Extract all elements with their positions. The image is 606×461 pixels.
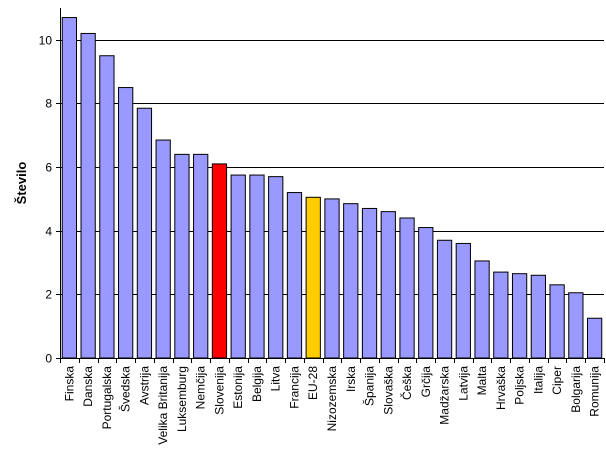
bar-švedska <box>118 87 134 359</box>
bar-belgija <box>249 174 265 359</box>
bar-irska <box>343 203 359 359</box>
x-tick-label-romunija: Romunija <box>588 366 602 417</box>
x-tick-label-grčija: Grčija <box>419 366 433 398</box>
bar-slovenija <box>211 163 228 359</box>
axes <box>56 8 605 363</box>
x-tick-label-velika-britanija: Velika Britanija <box>156 366 170 445</box>
bar-bolgarija <box>568 292 584 359</box>
x-tick-label-finska: Finska <box>62 366 76 402</box>
bar-slovaška <box>380 211 396 359</box>
x-tick-label-avstrija: Avstrija <box>137 366 151 405</box>
x-tick-label-poljska: Poljska <box>513 366 527 405</box>
y-tick-label-2: 2 <box>45 288 52 302</box>
x-tick-label-španija: Španija <box>362 366 377 406</box>
x-tick-label-bolgarija: Bolgarija <box>569 366 583 413</box>
x-tick-label-nizozemska: Nizozemska <box>325 366 339 432</box>
x-tick-label-luksemburg: Luksemburg <box>175 366 189 432</box>
y-axis-title: Število <box>14 162 29 205</box>
bar-portugalska <box>99 55 115 359</box>
x-tick-label-francija: Francija <box>287 366 301 409</box>
x-tick-label-hrvaška: Hrvaška <box>494 366 508 410</box>
bar-avstrija <box>136 107 153 359</box>
bar-hrvaška <box>493 271 509 359</box>
y-tick-label-8: 8 <box>45 97 52 111</box>
bar-estonija <box>230 174 246 359</box>
bar-češka <box>399 217 415 359</box>
x-tick-label-danska: Danska <box>81 366 95 407</box>
y-tick-label-6: 6 <box>45 161 52 175</box>
x-tick-label-nemčija: Nemčija <box>194 366 208 410</box>
x-tick-label-litva: Litva <box>269 366 283 392</box>
x-tick-label-ciper: Ciper <box>550 366 564 395</box>
x-tick-label-belgija: Belgija <box>250 366 264 402</box>
x-tick-label-slovaška: Slovaška <box>381 366 395 415</box>
bar-španija <box>361 207 378 359</box>
x-tick-label-madžarska: Madžarska <box>438 366 452 425</box>
y-tick-labels: 0 2 4 6 8 10 <box>39 34 53 366</box>
bar-ciper <box>549 284 565 359</box>
x-tick-label-latvija: Latvija <box>456 366 470 401</box>
x-tick-label-eu-28: EU-28 <box>306 366 320 400</box>
bar-romunija <box>586 317 603 359</box>
bar-finska <box>61 17 78 359</box>
y-tick-label-0: 0 <box>45 352 52 366</box>
x-tick-label-italija: Italija <box>531 366 545 394</box>
bar-eu-28 <box>305 196 321 359</box>
bar-madžarska <box>436 239 453 359</box>
bar-luksemburg <box>174 153 190 359</box>
bar-nizozemska <box>324 198 340 359</box>
x-tick-label-portugalska: Portugalska <box>100 366 114 430</box>
bar-italija <box>530 274 546 359</box>
bar-danska <box>80 32 96 359</box>
y-tick-label-10: 10 <box>39 34 53 48</box>
x-tick-label-češka: Češka <box>399 366 414 400</box>
x-tick-label-malta: Malta <box>475 366 489 396</box>
bar-poljska <box>511 273 528 359</box>
x-tick-label-slovenija: Slovenija <box>212 366 226 415</box>
bars <box>61 17 603 359</box>
bar-latvija <box>455 242 471 359</box>
x-tick-label-švedska: Švedska <box>118 366 133 412</box>
x-tick-labels: Finska Danska Portugalska Švedska Avstrija Ve… <box>62 366 601 445</box>
bar-malta <box>474 260 490 359</box>
bar-velika-britanija <box>155 139 171 359</box>
x-tick-label-irska: Irska <box>344 366 358 392</box>
bar-litva <box>268 176 284 359</box>
x-tick-label-estonija: Estonija <box>231 366 245 409</box>
bar-nemčija <box>193 153 209 359</box>
bar-grčija <box>418 227 434 359</box>
y-tick-label-4: 4 <box>45 225 52 239</box>
bar-francija <box>286 192 303 359</box>
